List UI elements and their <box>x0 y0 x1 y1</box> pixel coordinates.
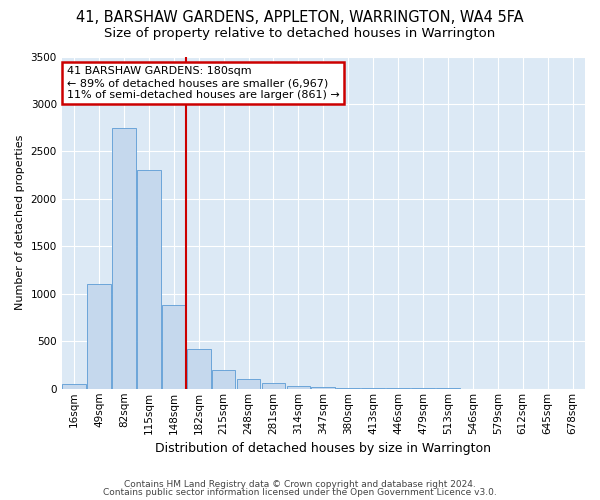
Text: 41, BARSHAW GARDENS, APPLETON, WARRINGTON, WA4 5FA: 41, BARSHAW GARDENS, APPLETON, WARRINGTO… <box>76 10 524 25</box>
Y-axis label: Number of detached properties: Number of detached properties <box>15 135 25 310</box>
Bar <box>87 284 111 389</box>
Bar <box>237 380 260 389</box>
Bar <box>137 170 161 389</box>
Bar <box>112 128 136 389</box>
Text: 41 BARSHAW GARDENS: 180sqm
← 89% of detached houses are smaller (6,967)
11% of s: 41 BARSHAW GARDENS: 180sqm ← 89% of deta… <box>67 66 340 100</box>
Bar <box>162 305 185 389</box>
Bar <box>212 370 235 389</box>
Bar <box>337 388 360 389</box>
Bar <box>62 384 86 389</box>
Text: Size of property relative to detached houses in Warrington: Size of property relative to detached ho… <box>104 28 496 40</box>
Bar <box>187 349 211 389</box>
Bar <box>287 386 310 389</box>
X-axis label: Distribution of detached houses by size in Warrington: Distribution of detached houses by size … <box>155 442 491 455</box>
Text: Contains HM Land Registry data © Crown copyright and database right 2024.: Contains HM Land Registry data © Crown c… <box>124 480 476 489</box>
Text: Contains public sector information licensed under the Open Government Licence v3: Contains public sector information licen… <box>103 488 497 497</box>
Bar <box>262 383 286 389</box>
Bar <box>311 388 335 389</box>
Bar <box>361 388 385 389</box>
